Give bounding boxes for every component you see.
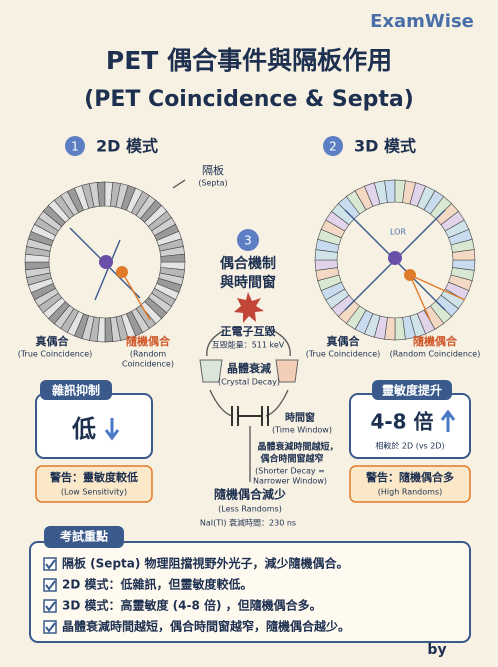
check	[45, 580, 56, 591]
label: 真偶合	[327, 334, 361, 348]
shapes	[24, 136, 476, 643]
warning: (High Randoms)	[378, 488, 442, 497]
exam-item: 晶體衰減時間越短，偶合時間窗越窄，隨機偶合越少。	[62, 619, 350, 634]
footer: by	[427, 642, 446, 658]
label: LOR	[390, 228, 406, 237]
checkbox	[43, 620, 57, 634]
label: Coincidence)	[122, 360, 174, 369]
checkbox	[43, 578, 57, 592]
label-pill	[372, 380, 452, 400]
label: 相較於 2D (vs 2D)	[375, 441, 444, 451]
label: 真偶合	[36, 334, 70, 348]
label: 隨機偶合	[126, 334, 171, 348]
label: (True Coincidence)	[18, 350, 93, 359]
pill-label: 考試重點	[60, 529, 108, 544]
down-arrow	[104, 418, 120, 441]
check	[45, 559, 56, 570]
event	[404, 269, 416, 281]
checkbox	[43, 557, 57, 571]
crystal	[275, 359, 299, 383]
warning-box	[349, 465, 471, 503]
check	[45, 601, 56, 612]
arrow	[172, 179, 186, 189]
panel-title: 2D 模式	[96, 137, 158, 156]
pill-label: 靈敏度提升	[382, 383, 442, 398]
brand: ExamWise	[370, 11, 474, 32]
event	[99, 255, 113, 269]
badge-number: 1	[71, 140, 79, 154]
crystal	[199, 359, 223, 383]
label: 互毀能量：511 keV	[212, 340, 285, 350]
time-window	[231, 406, 269, 426]
label: 隨機偶合	[413, 334, 458, 348]
random-ray	[121, 271, 151, 321]
label-pill	[44, 526, 124, 548]
number-badge	[323, 136, 343, 156]
random-ray	[409, 274, 466, 301]
label: (Less Randoms)	[218, 505, 282, 514]
check	[45, 622, 56, 633]
warning: 警告：隨機偶合多	[365, 470, 454, 484]
label: 隔板	[202, 163, 224, 177]
value: 低	[71, 415, 96, 443]
label: 時間窗	[285, 411, 315, 424]
label: 正電子互毀	[221, 324, 277, 338]
exam-item: 3D 模式：高靈敏度 (4-8 倍) ，但隨機偶合多。	[62, 598, 322, 613]
star	[234, 292, 264, 323]
warning: (Low Sensitivity)	[61, 488, 127, 497]
center-title: 偶合機制	[220, 255, 276, 272]
number-badge	[65, 136, 85, 156]
event	[388, 251, 402, 265]
up-arrow	[440, 409, 456, 432]
random-ray	[409, 274, 431, 321]
panel-title: 3D 模式	[354, 137, 416, 156]
title: PET 偶合事件與隔板作用	[106, 46, 392, 75]
value: 4-8 倍	[370, 410, 433, 434]
note: 偶合時間窗越窄	[260, 453, 323, 465]
label: (Random	[130, 350, 166, 359]
center-title: 與時間窗	[220, 274, 276, 291]
note: (Shorter Decay =	[255, 467, 325, 476]
detector-segment	[160, 253, 186, 263]
label: (Random Coincidence)	[390, 350, 481, 359]
warning-box	[35, 465, 153, 503]
badge-number: 3	[244, 234, 252, 248]
arrow	[206, 329, 291, 357]
label-pill	[40, 380, 112, 400]
pill-label: 雜訊抑制	[52, 383, 100, 398]
true-ray	[94, 239, 121, 301]
note: Narrower Window)	[253, 477, 327, 486]
label: 晶體衰減	[227, 361, 271, 375]
event	[116, 266, 128, 278]
badge-number: 2	[329, 140, 337, 154]
detector-segment	[452, 249, 476, 261]
exam-item: 隔板 (Septa) 物理阻擋視野外光子，減少隨機偶合。	[62, 556, 349, 571]
label: NaI(Tl) 衰減時間：230 ns	[200, 518, 296, 528]
label: 隨機偶合減少	[214, 487, 286, 502]
note: 晶體衰減時間越短，	[257, 441, 338, 453]
label: (True Coincidence)	[306, 350, 381, 359]
exam-box	[29, 541, 471, 643]
warning: 警告：靈敏度較低	[49, 470, 138, 484]
label: (Septa)	[198, 179, 227, 188]
label: (Crystal Decay)	[218, 378, 280, 387]
number-badge	[237, 229, 259, 251]
label: (Time Window)	[272, 426, 332, 435]
checkbox	[43, 599, 57, 613]
subtitle: (PET Coincidence & Septa)	[84, 87, 414, 112]
exam-item: 2D 模式：低雜訊，但靈敏度較低。	[62, 577, 253, 592]
